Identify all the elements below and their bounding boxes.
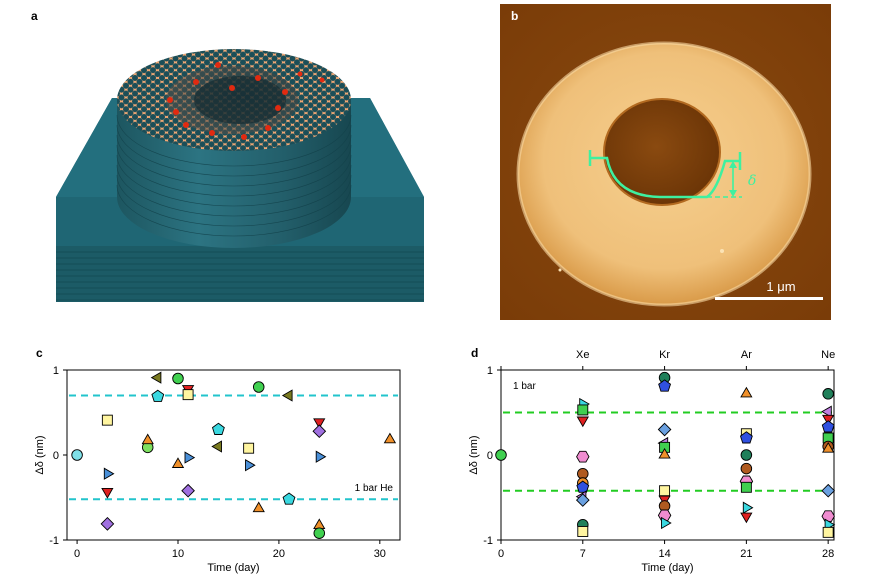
data-point-circle bbox=[252, 381, 265, 393]
data-point-hexagon bbox=[576, 450, 590, 463]
data-point-square bbox=[243, 442, 255, 454]
x-axis-label: Time (day) bbox=[641, 562, 693, 574]
data-point-triangle-up bbox=[141, 433, 154, 445]
data-point-square bbox=[577, 526, 589, 537]
data-point-triangle-up bbox=[313, 518, 326, 530]
data-point-triangle-up bbox=[252, 501, 265, 513]
pressure-annotation: 1 bar He bbox=[355, 483, 394, 494]
data-point-triangle-right bbox=[742, 501, 754, 514]
data-point-triangle-left bbox=[821, 405, 832, 418]
y-tick-label: 0 bbox=[487, 450, 493, 462]
data-point-pentagon bbox=[739, 431, 753, 444]
x-tick-label: 0 bbox=[498, 548, 504, 560]
panel-b-label: b bbox=[511, 9, 518, 23]
data-point-diamond bbox=[181, 483, 195, 498]
x-tick-label: 0 bbox=[74, 548, 80, 560]
x-tick-label: 7 bbox=[580, 548, 586, 560]
x-tick-label: 30 bbox=[374, 548, 386, 560]
data-point-diamond bbox=[100, 516, 115, 531]
gas-label: Kr bbox=[659, 349, 670, 361]
data-point-triangle-right bbox=[661, 516, 672, 530]
x-tick-label: 28 bbox=[822, 548, 834, 560]
pressure-annotation: 1 bar bbox=[513, 381, 536, 392]
data-point-square bbox=[740, 481, 752, 493]
data-point-triangle-down bbox=[576, 416, 589, 428]
data-points bbox=[71, 371, 397, 539]
y-axis-label: Δδ (nm) bbox=[468, 435, 480, 474]
chart-d: 0 7 14 21 28 -1 0 1 Time (day) Δδ (nm) Xe Kr Ar Ne 1 b… bbox=[468, 349, 836, 574]
scale-bar bbox=[715, 297, 823, 300]
x-tick-label: 14 bbox=[658, 548, 670, 560]
data-point-diamond bbox=[312, 424, 327, 439]
data-point-pentagon bbox=[658, 379, 672, 392]
data-point-square bbox=[659, 485, 671, 497]
data-point-triangle-left bbox=[281, 389, 293, 402]
data-point-triangle-right bbox=[184, 451, 196, 464]
data-point-square bbox=[101, 414, 113, 426]
x-tick-label: 20 bbox=[273, 548, 285, 560]
data-point-square bbox=[182, 389, 194, 401]
data-point-triangle-up bbox=[658, 447, 671, 459]
data-point-diamond bbox=[575, 493, 590, 507]
gas-label: Xe bbox=[576, 349, 589, 361]
data-point-triangle-down bbox=[740, 512, 753, 524]
x-tick-label: 21 bbox=[740, 548, 752, 560]
y-axis-label: Δδ (nm) bbox=[34, 435, 46, 474]
data-point-square bbox=[577, 404, 589, 416]
panel-c-label: c bbox=[36, 346, 43, 360]
y-tick-label: 1 bbox=[53, 365, 59, 377]
delta-label: δ bbox=[748, 173, 756, 189]
data-point-diamond bbox=[657, 422, 672, 437]
data-point-pentagon bbox=[576, 480, 590, 493]
y-tick-label: 0 bbox=[53, 450, 59, 462]
data-point-triangle-down bbox=[313, 418, 326, 430]
data-point-circle bbox=[740, 462, 753, 475]
scale-bar-label: 1 μm bbox=[766, 279, 795, 294]
data-point-circle bbox=[740, 449, 753, 461]
data-point-hexagon bbox=[821, 510, 835, 523]
data-point-circle bbox=[495, 449, 507, 461]
data-points bbox=[495, 371, 836, 538]
data-point-triangle-right bbox=[315, 450, 327, 463]
data-point-circle bbox=[822, 388, 834, 400]
data-point-triangle-down bbox=[822, 414, 835, 426]
data-point-circle bbox=[71, 449, 83, 461]
data-point-triangle-up bbox=[822, 441, 835, 453]
y-tick-label: -1 bbox=[483, 535, 493, 547]
panel-d-label: d bbox=[471, 346, 478, 360]
gas-label: Ar bbox=[741, 349, 752, 361]
gas-label: Ne bbox=[821, 349, 835, 361]
y-tick-label: 1 bbox=[487, 365, 493, 377]
data-point-triangle-up bbox=[383, 432, 397, 444]
data-point-triangle-up bbox=[740, 386, 753, 398]
chart-c: 0 10 20 30 -1 0 1 Time (day) Δδ (nm) 1 bar He bbox=[34, 365, 401, 574]
panel-a-label: a bbox=[31, 9, 38, 23]
data-point-square bbox=[822, 526, 834, 538]
data-point-pentagon bbox=[151, 389, 165, 402]
data-point-triangle-left bbox=[150, 371, 162, 384]
height-profile-line bbox=[588, 150, 742, 199]
data-point-triangle-right bbox=[103, 467, 115, 480]
x-axis-label: Time (day) bbox=[207, 562, 259, 574]
data-point-pentagon bbox=[821, 420, 835, 433]
data-point-circle bbox=[172, 372, 184, 385]
data-point-triangle-down bbox=[101, 487, 114, 499]
data-point-pentagon bbox=[282, 492, 296, 505]
data-point-circle bbox=[313, 527, 326, 539]
afm-image bbox=[500, 4, 831, 320]
y-tick-label: -1 bbox=[49, 535, 59, 547]
data-point-triangle-up bbox=[171, 457, 185, 468]
data-point-triangle-left bbox=[211, 440, 222, 453]
data-point-diamond bbox=[821, 483, 836, 498]
data-point-triangle-right bbox=[245, 459, 256, 472]
x-tick-label: 10 bbox=[172, 548, 184, 560]
graphene-drum-illustration bbox=[56, 49, 424, 302]
data-point-pentagon bbox=[211, 422, 225, 435]
